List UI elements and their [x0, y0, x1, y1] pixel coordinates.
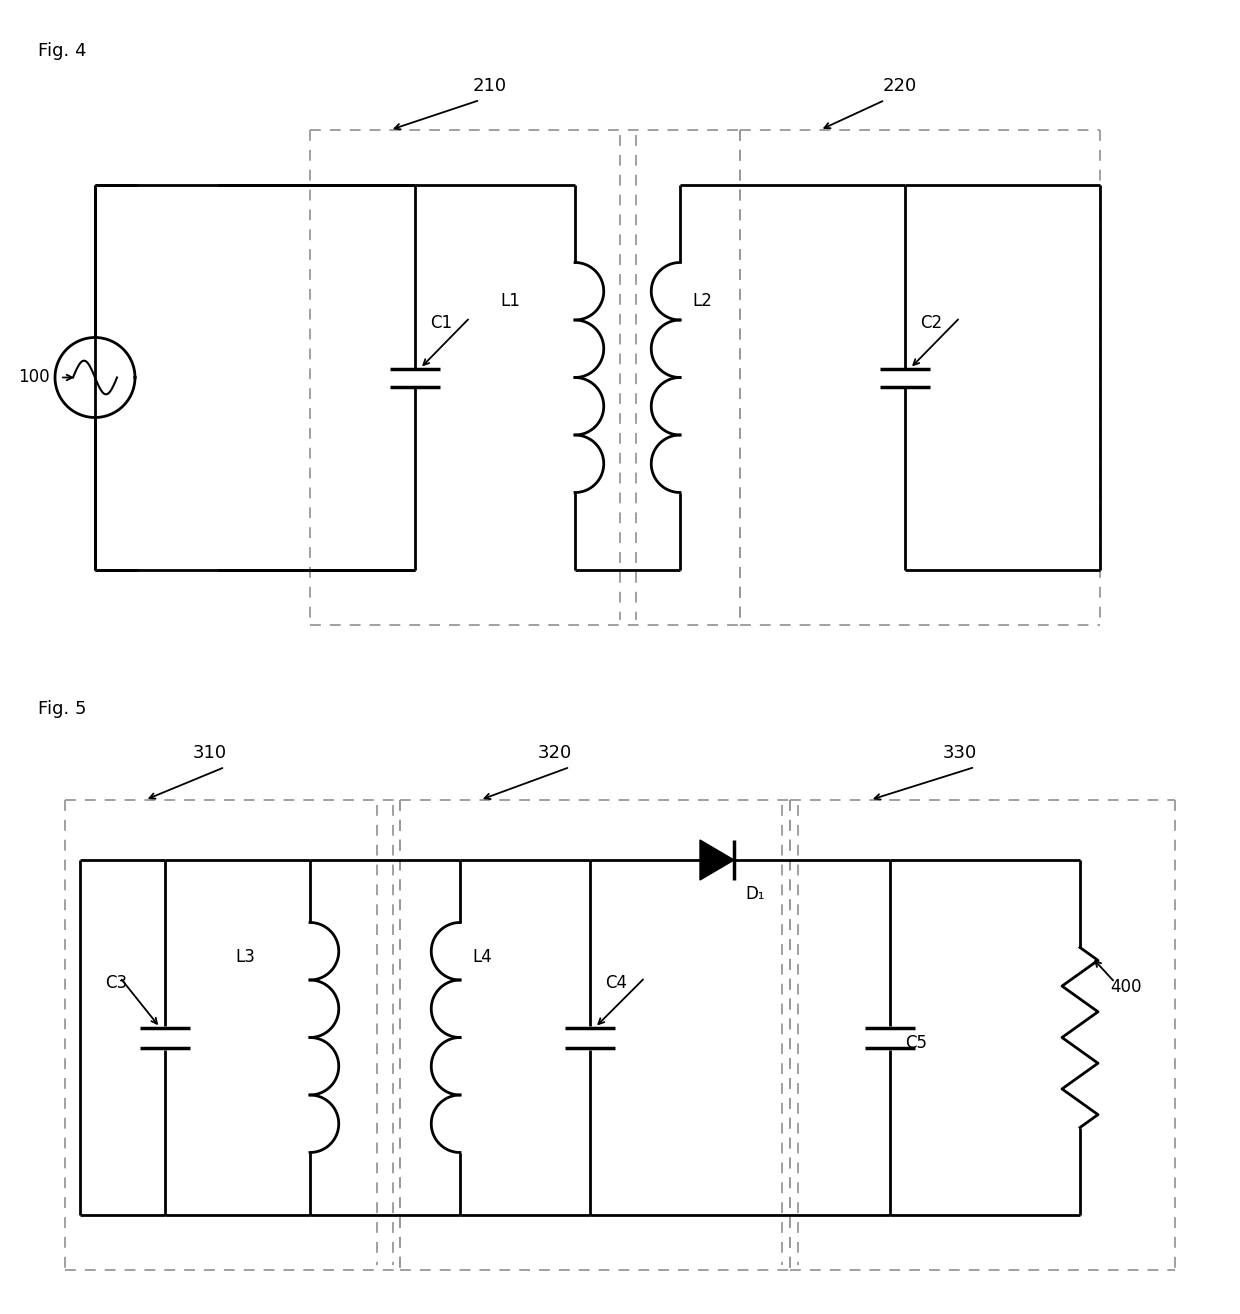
- Text: C3: C3: [105, 974, 128, 992]
- Text: 400: 400: [1110, 979, 1142, 996]
- Text: L3: L3: [236, 947, 255, 966]
- Text: Fig. 4: Fig. 4: [38, 42, 87, 60]
- Text: L4: L4: [472, 947, 492, 966]
- Text: 100: 100: [19, 368, 50, 386]
- Text: C1: C1: [430, 314, 453, 331]
- Text: 210: 210: [472, 78, 507, 95]
- Text: C5: C5: [905, 1034, 928, 1051]
- Text: 220: 220: [883, 78, 918, 95]
- Text: 320: 320: [538, 744, 572, 762]
- Text: L1: L1: [500, 293, 520, 310]
- Text: 330: 330: [942, 744, 977, 762]
- Text: Fig. 5: Fig. 5: [38, 700, 87, 717]
- Text: C4: C4: [605, 974, 627, 992]
- Text: 310: 310: [193, 744, 227, 762]
- Text: L2: L2: [692, 293, 712, 310]
- Polygon shape: [701, 840, 734, 880]
- Text: C2: C2: [920, 314, 942, 331]
- Text: D₁: D₁: [745, 886, 765, 903]
